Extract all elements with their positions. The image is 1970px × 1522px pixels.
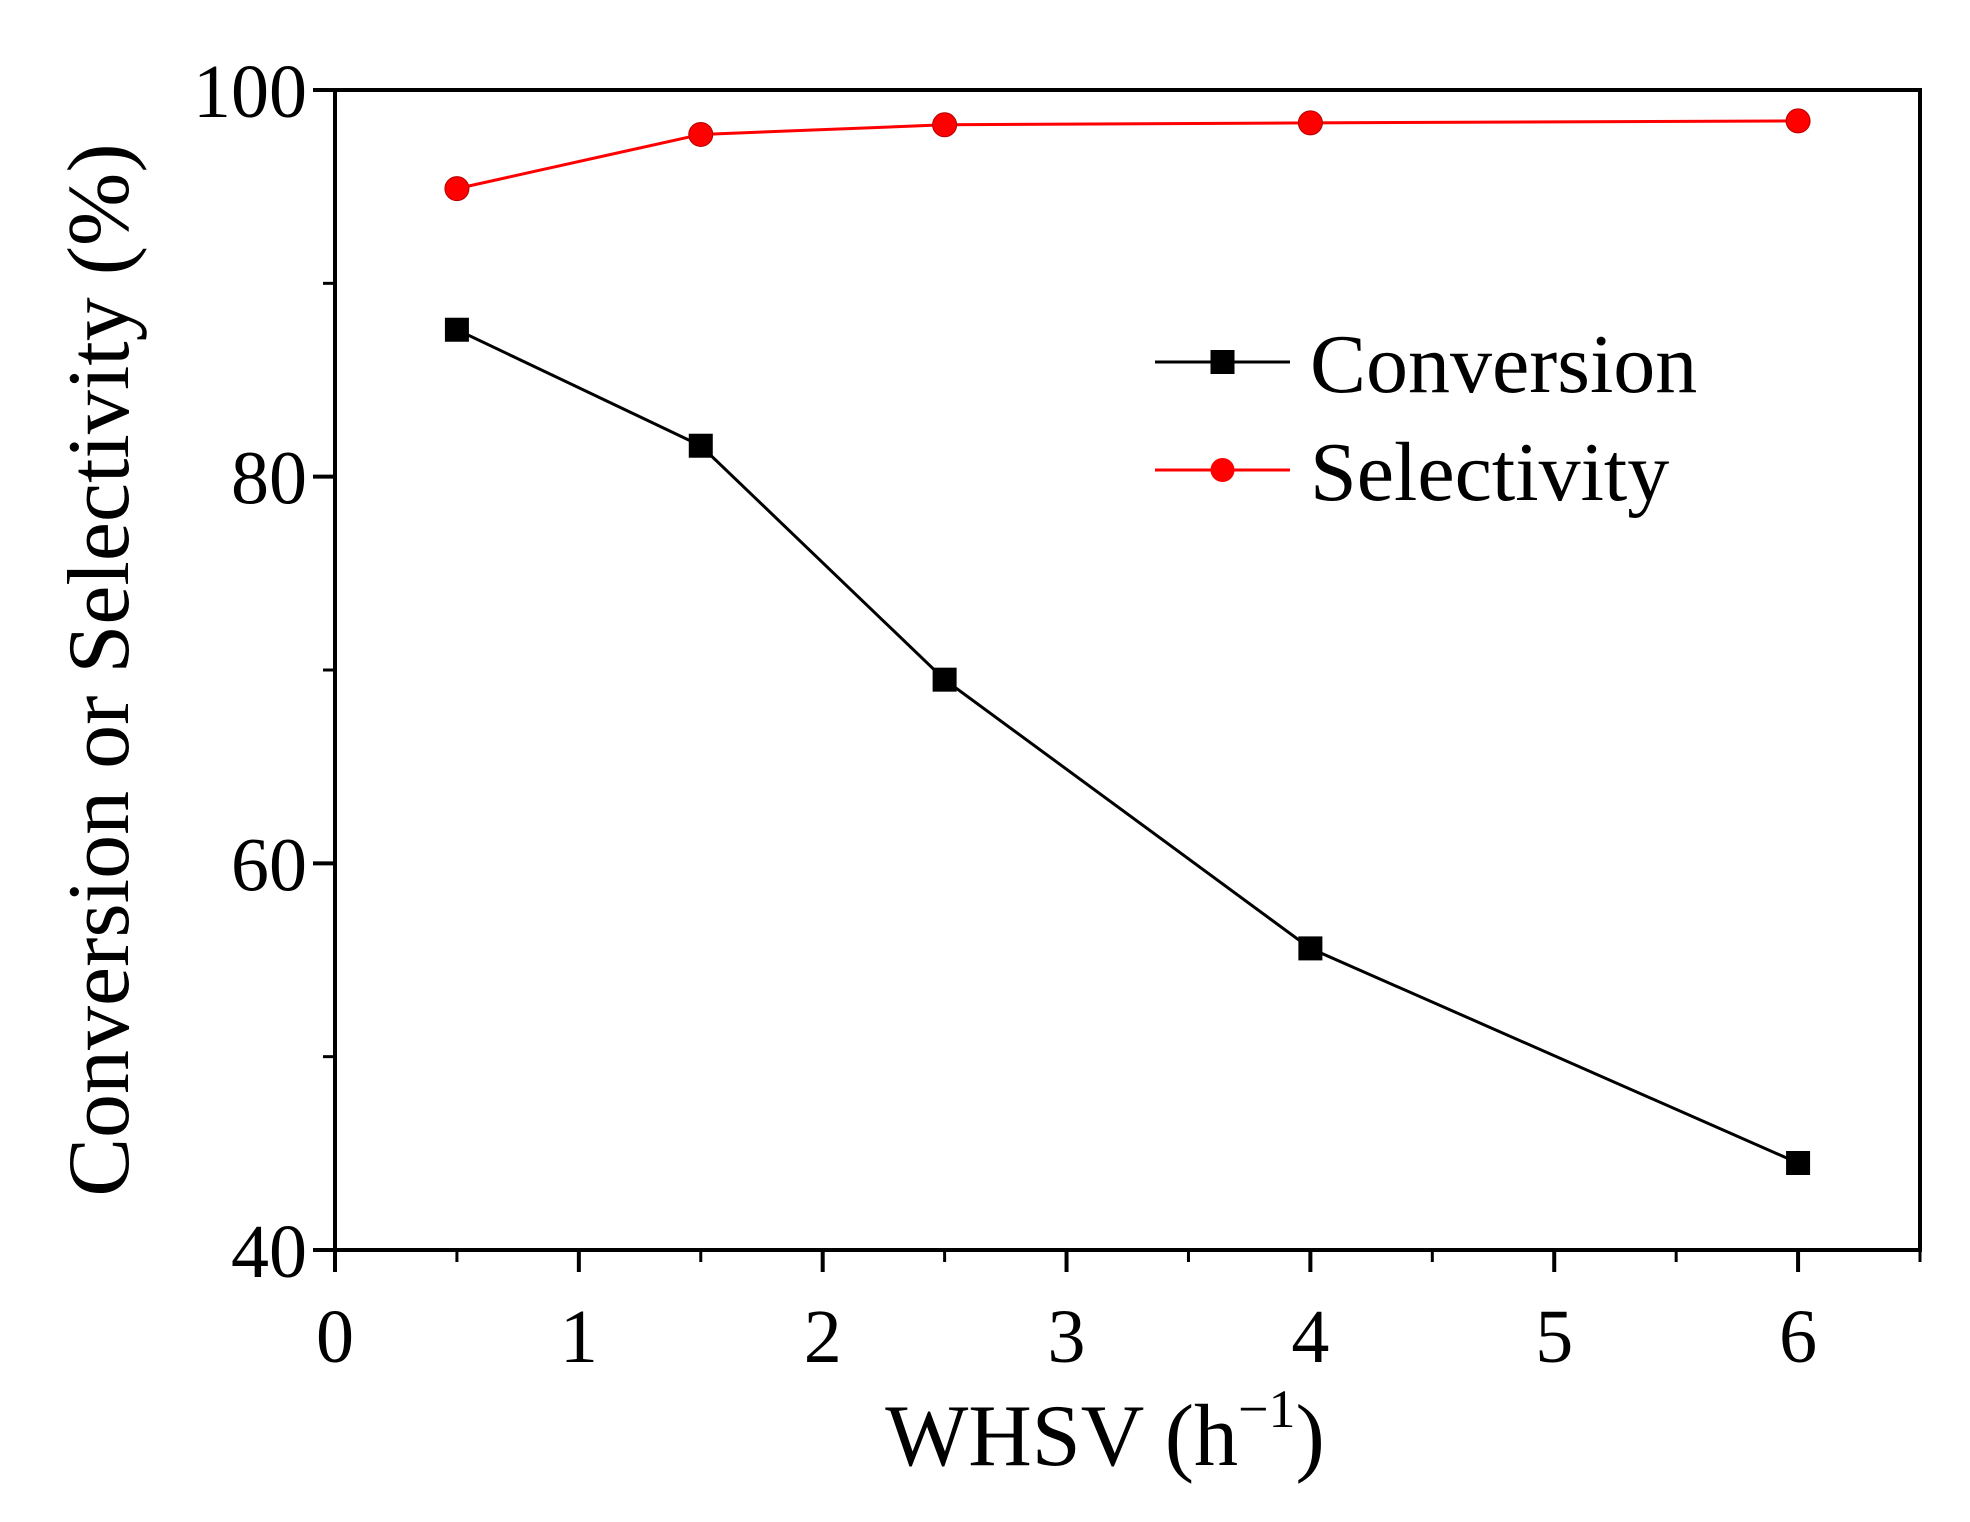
legend-selectivity-marker: [1210, 458, 1235, 482]
x-tick-label: 0: [316, 1295, 354, 1379]
selectivity-point: [444, 176, 470, 202]
selectivity-point: [688, 121, 714, 147]
legend-conversion-marker: [1210, 350, 1235, 374]
x-tick-label: 2: [804, 1295, 842, 1379]
y-tick-label: 100: [193, 50, 307, 134]
y-axis-label: Conversion or Selectivity (%): [51, 143, 148, 1196]
selectivity-point: [1785, 108, 1811, 134]
conversion-point: [688, 433, 713, 458]
legend: Conversion Selectivity: [1155, 318, 1697, 519]
conversion-point: [932, 667, 957, 692]
series-layer: [444, 108, 1811, 1175]
y-tick-label: 40: [231, 1210, 307, 1294]
conversion-point: [444, 317, 469, 342]
x-axis-label-main: WHSV (h: [885, 1388, 1238, 1485]
y-tick-label: 80: [231, 437, 307, 521]
ticks-layer: 0 1 2 3 4 5 6 40 60 80 100: [193, 50, 1922, 1379]
legend-conversion-label: Conversion: [1310, 318, 1697, 411]
x-tick-label: 5: [1535, 1295, 1573, 1379]
x-axis-label-close: ): [1295, 1388, 1324, 1485]
x-tick-label: 6: [1779, 1295, 1817, 1379]
y-tick-label: 60: [231, 823, 307, 907]
legend-selectivity-label: Selectivity: [1310, 426, 1669, 519]
x-axis-label: WHSV (h−1): [885, 1379, 1325, 1485]
conversion-point: [1786, 1151, 1811, 1175]
selectivity-point: [932, 112, 958, 138]
selectivity-point: [1297, 110, 1323, 136]
x-tick-label: 1: [560, 1295, 598, 1379]
x-tick-label: 4: [1291, 1295, 1329, 1379]
x-axis-label-superscript: −1: [1238, 1379, 1295, 1439]
conversion-point: [1298, 936, 1323, 961]
x-tick-label: 3: [1048, 1295, 1086, 1379]
